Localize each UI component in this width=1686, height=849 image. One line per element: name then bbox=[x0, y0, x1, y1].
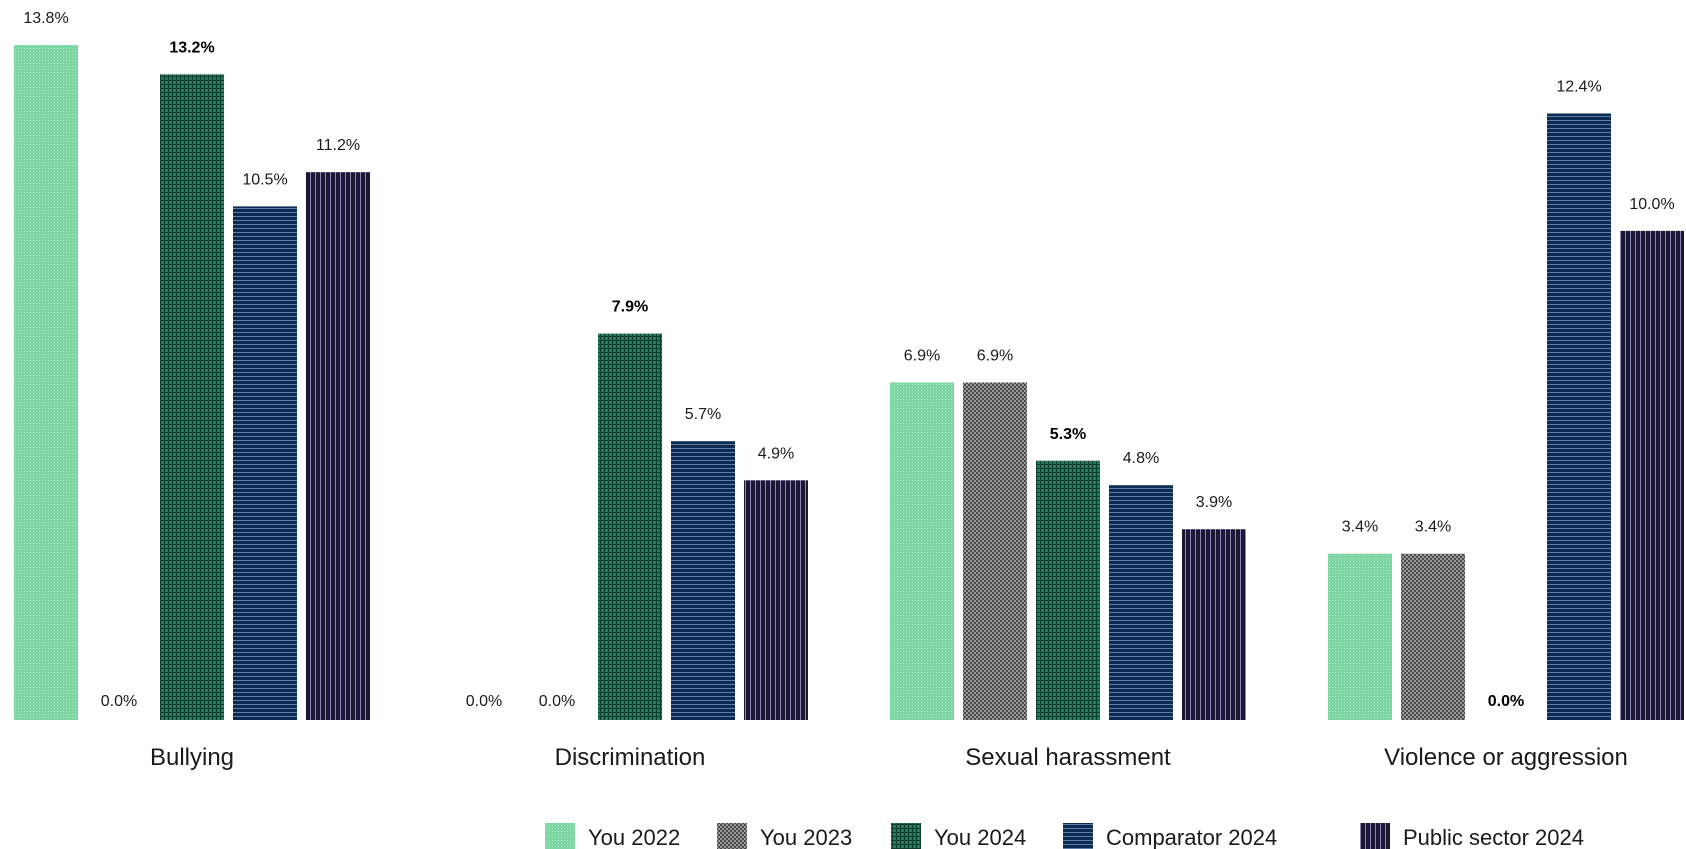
value-label-violence-or-aggression-you-2023: 3.4% bbox=[1415, 519, 1451, 536]
value-label-sexual-harassment-you-2022: 6.9% bbox=[904, 348, 940, 365]
bar-violence-or-aggression-you-2023 bbox=[1401, 553, 1465, 720]
bar-violence-or-aggression-you-2022 bbox=[1328, 553, 1392, 720]
value-label-violence-or-aggression-you-2024: 0.0% bbox=[1488, 693, 1524, 710]
value-label-sexual-harassment-you-2023: 6.9% bbox=[977, 348, 1013, 365]
bar-discrimination-public-sector-2024 bbox=[744, 480, 808, 720]
legend-label-you-2024: You 2024 bbox=[934, 825, 1026, 849]
value-label-discrimination-you-2024: 7.9% bbox=[612, 299, 648, 316]
legend-label-comparator-2024: Comparator 2024 bbox=[1106, 825, 1277, 849]
category-labels-layer: Bullying Discrimination Sexual harassment V… bbox=[150, 744, 1628, 771]
value-label-bullying-comparator-2024: 10.5% bbox=[242, 171, 287, 188]
bar-violence-or-aggression-comparator-2024 bbox=[1547, 113, 1611, 720]
category-label-sexual-harassment: Sexual harassment bbox=[965, 744, 1171, 771]
bar-discrimination-comparator-2024 bbox=[671, 441, 735, 720]
legend-swatch-you-2024 bbox=[891, 823, 921, 849]
value-label-discrimination-public-sector-2024: 4.9% bbox=[758, 445, 794, 462]
category-label-discrimination: Discrimination bbox=[555, 744, 706, 771]
value-label-bullying-you-2022: 13.8% bbox=[23, 10, 68, 27]
value-label-discrimination-you-2023: 0.0% bbox=[539, 693, 575, 710]
value-label-sexual-harassment-comparator-2024: 4.8% bbox=[1123, 450, 1159, 467]
category-label-bullying: Bullying bbox=[150, 744, 234, 771]
category-label-violence-or-aggression: Violence or aggression bbox=[1384, 744, 1628, 771]
value-label-bullying-you-2023: 0.0% bbox=[101, 693, 137, 710]
bars-layer bbox=[14, 45, 1684, 721]
value-label-sexual-harassment-public-sector-2024: 3.9% bbox=[1196, 494, 1232, 511]
bar-sexual-harassment-you-2024 bbox=[1036, 460, 1100, 720]
bar-discrimination-you-2024 bbox=[598, 333, 662, 720]
bar-sexual-harassment-you-2022 bbox=[890, 382, 954, 720]
value-label-discrimination-comparator-2024: 5.7% bbox=[685, 406, 721, 423]
value-label-violence-or-aggression-comparator-2024: 12.4% bbox=[1556, 78, 1601, 95]
bar-bullying-you-2022 bbox=[14, 45, 78, 720]
value-labels-layer: 13.8% 0.0% 13.2% 10.5% 11.2% 0.0% 0.0% 7.9% 5.7%… bbox=[23, 10, 1674, 710]
legend-swatch-you-2023 bbox=[717, 823, 747, 849]
bar-bullying-you-2024 bbox=[160, 74, 224, 720]
bar-violence-or-aggression-public-sector-2024 bbox=[1620, 230, 1684, 720]
value-label-discrimination-you-2022: 0.0% bbox=[466, 693, 502, 710]
bar-sexual-harassment-public-sector-2024 bbox=[1182, 529, 1246, 720]
bar-bullying-public-sector-2024 bbox=[306, 172, 370, 720]
value-label-bullying-public-sector-2024: 11.2% bbox=[316, 137, 360, 154]
legend-swatch-you-2022 bbox=[545, 823, 575, 849]
bar-sexual-harassment-comparator-2024 bbox=[1109, 485, 1173, 720]
value-label-violence-or-aggression-public-sector-2024: 10.0% bbox=[1629, 196, 1674, 213]
bar-bullying-comparator-2024 bbox=[233, 206, 297, 721]
legend-label-you-2023: You 2023 bbox=[760, 825, 852, 849]
legend-label-public-sector-2024: Public sector 2024 bbox=[1403, 825, 1584, 849]
legend-label-you-2022: You 2022 bbox=[588, 825, 680, 849]
legend-swatch-public-sector-2024 bbox=[1360, 823, 1390, 849]
value-label-sexual-harassment-you-2024: 5.3% bbox=[1050, 426, 1086, 443]
value-label-bullying-you-2024: 13.2% bbox=[169, 39, 214, 56]
value-label-violence-or-aggression-you-2022: 3.4% bbox=[1342, 519, 1378, 536]
legend-swatch-comparator-2024 bbox=[1063, 823, 1093, 849]
bar-sexual-harassment-you-2023 bbox=[963, 382, 1027, 720]
legend: You 2022 You 2023 You 2024 Comparator 2024 P… bbox=[545, 823, 1584, 849]
